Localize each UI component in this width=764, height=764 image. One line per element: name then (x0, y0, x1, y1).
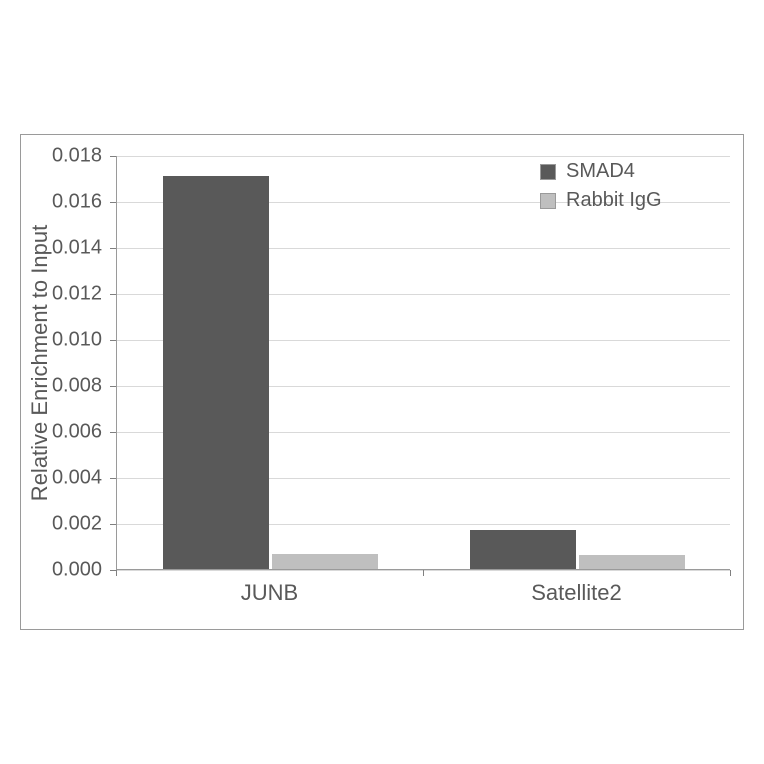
legend-item-smad4: SMAD4 (540, 160, 662, 183)
legend-label-smad4: SMAD4 (566, 160, 635, 183)
bar (470, 530, 576, 569)
ytick-mark (110, 202, 116, 203)
gridline (117, 156, 730, 157)
ytick-mark (110, 294, 116, 295)
ytick-mark (110, 248, 116, 249)
ytick-mark (110, 432, 116, 433)
legend-swatch-smad4 (540, 164, 556, 180)
ytick-label: 0.018 (40, 145, 102, 168)
xtick-mark (730, 570, 731, 576)
bar (272, 554, 378, 569)
ytick-mark (110, 156, 116, 157)
xtick-label: JUNB (241, 580, 298, 606)
plot-area (116, 156, 730, 570)
ytick-label: 0.002 (40, 513, 102, 536)
ytick-mark (110, 340, 116, 341)
ytick-mark (110, 478, 116, 479)
ytick-label: 0.016 (40, 191, 102, 214)
ytick-mark (110, 524, 116, 525)
xtick-label: Satellite2 (531, 580, 622, 606)
xtick-mark (116, 570, 117, 576)
bar (579, 555, 685, 569)
legend-swatch-rabbit-igg (540, 193, 556, 209)
ytick-mark (110, 386, 116, 387)
legend: SMAD4 Rabbit IgG (540, 160, 662, 218)
legend-item-rabbit-igg: Rabbit IgG (540, 189, 662, 212)
bar (163, 176, 269, 569)
ytick-label: 0.000 (40, 559, 102, 582)
y-axis-title: Relative Enrichment to Input (27, 225, 53, 501)
xtick-mark (423, 570, 424, 576)
legend-label-rabbit-igg: Rabbit IgG (566, 189, 662, 212)
